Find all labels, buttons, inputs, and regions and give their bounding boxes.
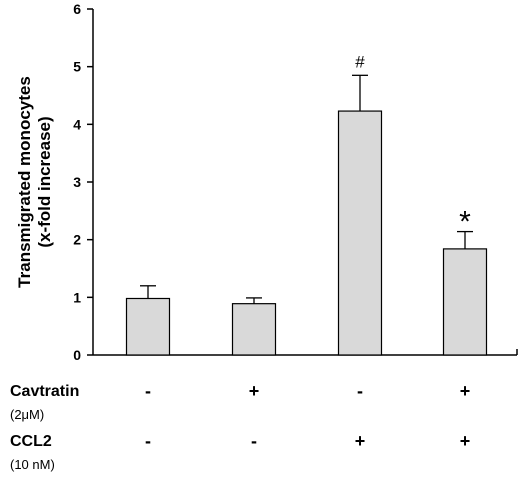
- condition-minus: -: [145, 381, 151, 401]
- bar-chart: Transmigrated monocytes (x-fold increase)…: [15, 1, 518, 360]
- y-tick-label: 5: [73, 59, 81, 75]
- y-axis-label-line: (x-fold increase): [35, 116, 54, 247]
- y-tick-label: 1: [73, 289, 81, 305]
- condition-minus: -: [357, 381, 363, 401]
- y-tick-label: 6: [73, 1, 81, 17]
- bar: [442, 248, 488, 356]
- y-axis-label-line: Transmigrated monocytes: [15, 76, 34, 288]
- significance-hash: #: [355, 52, 365, 71]
- condition-plus: +: [459, 431, 471, 451]
- condition-plus: +: [248, 381, 260, 401]
- condition-sublabel: (10 nM): [10, 457, 55, 472]
- y-tick-label: 4: [73, 116, 81, 132]
- condition-label: CCL2: [10, 433, 52, 450]
- y-axis-label: Transmigrated monocytes (x-fold increase): [15, 76, 54, 288]
- condition-plus: +: [459, 381, 471, 401]
- y-tick-label: 2: [73, 232, 81, 248]
- bar: [231, 303, 277, 356]
- condition-sublabel: (2μM): [10, 407, 45, 422]
- y-tick-label: 3: [73, 174, 81, 190]
- significance-asterisk: *: [459, 206, 471, 239]
- condition-label: Cavtratin: [10, 383, 80, 400]
- bars: #*: [125, 52, 488, 356]
- bar: [337, 110, 383, 356]
- condition-minus: -: [251, 431, 257, 451]
- y-tick-label: 0: [73, 347, 81, 360]
- bar: [125, 297, 171, 356]
- condition-plus: +: [354, 431, 366, 451]
- condition-minus: -: [145, 431, 151, 451]
